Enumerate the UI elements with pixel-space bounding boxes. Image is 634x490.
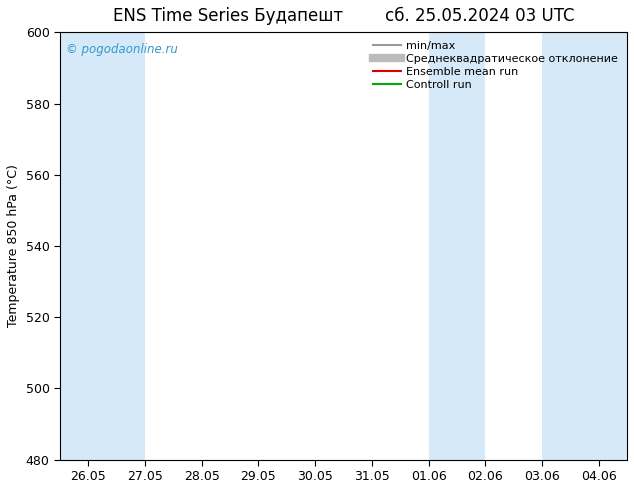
- Bar: [429, 32, 485, 460]
- Bar: [60, 32, 145, 460]
- Legend: min/max, Среднеквадратическое отклонение, Ensemble mean run, Controll run: min/max, Среднеквадратическое отклонение…: [370, 38, 621, 93]
- Text: © pogodaonline.ru: © pogodaonline.ru: [65, 43, 178, 56]
- Bar: [542, 32, 627, 460]
- Title: ENS Time Series Будапешт        сб. 25.05.2024 03 UTC: ENS Time Series Будапешт сб. 25.05.2024 …: [113, 7, 574, 25]
- Y-axis label: Temperature 850 hPa (°C): Temperature 850 hPa (°C): [7, 165, 20, 327]
